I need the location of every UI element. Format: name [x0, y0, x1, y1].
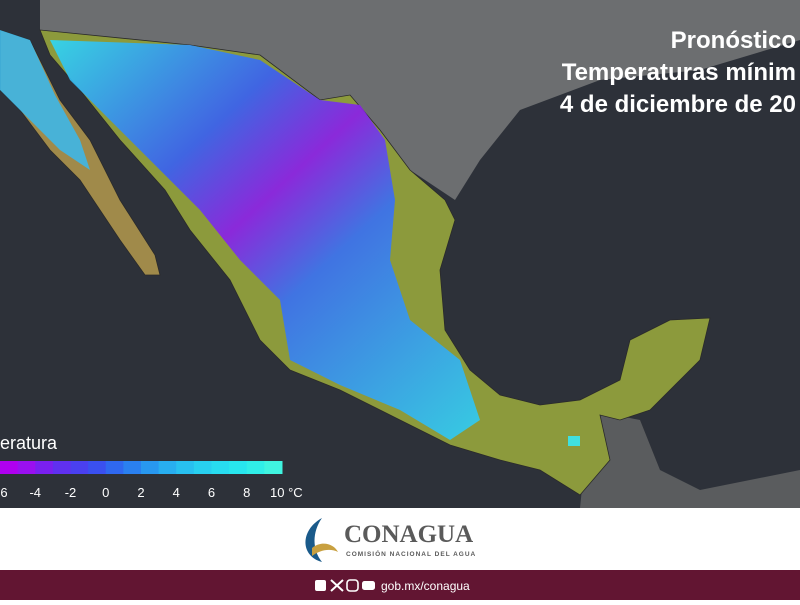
legend-swatch [52, 461, 71, 474]
title-line: Pronóstico [671, 27, 796, 54]
legend-swatch [35, 461, 54, 474]
legend-swatch [70, 461, 89, 474]
legend-swatch [229, 461, 248, 474]
legend-label: -2 [65, 485, 77, 500]
legend-label: 0 [102, 485, 109, 500]
logo-wave [312, 543, 338, 556]
central-america [580, 410, 800, 508]
legend-swatch [88, 461, 107, 474]
title-line: 4 de diciembre de 20 [560, 91, 796, 118]
legend-swatch [264, 461, 283, 474]
baja-cold [0, 30, 90, 170]
title-line: Temperaturas mínim [562, 59, 796, 86]
legend-label: 4 [173, 485, 180, 500]
social-icons [315, 579, 375, 592]
usa-land [40, 0, 800, 200]
legend-label: 8 [243, 485, 250, 500]
x-icon[interactable] [330, 579, 344, 592]
legend-swatch [141, 461, 160, 474]
brand: CONAGUA [344, 521, 473, 548]
legend-swatch [193, 461, 212, 474]
legend-swatch [17, 461, 36, 474]
legend-label: -4 [29, 485, 41, 500]
footer-link[interactable]: gob.mx/conagua [381, 579, 470, 593]
legend-swatch [158, 461, 177, 474]
legend-swatch [211, 461, 230, 474]
legend-swatch [123, 461, 142, 474]
legend-label: 6 [0, 485, 7, 500]
legend-swatch [105, 461, 124, 474]
instagram-icon[interactable] [346, 579, 359, 592]
legend-swatch [176, 461, 195, 474]
legend-swatch [246, 461, 265, 474]
brand-subtitle: COMISIÓN NACIONAL DEL AGUA [346, 549, 476, 558]
legend-label: 10 °C [270, 485, 303, 500]
legend-label: 6 [208, 485, 215, 500]
cold-spot [568, 436, 580, 446]
legend-title: eratura [0, 433, 58, 453]
logo: CONAGUA COMISIÓN NACIONAL DEL AGUA [305, 518, 476, 562]
legend-bar: 6 -4 -2 0 2 4 6 8 10 °C [0, 461, 303, 500]
youtube-icon[interactable] [362, 581, 375, 590]
legend-label: 2 [137, 485, 144, 500]
logo-mark [305, 518, 322, 562]
facebook-icon[interactable] [315, 580, 326, 591]
footer-bar [0, 570, 800, 600]
cold-zone [50, 40, 480, 440]
legend-swatch [0, 461, 19, 474]
map: Pronóstico Temperaturas mínim 4 de dicie… [0, 0, 800, 508]
footer [0, 508, 800, 570]
